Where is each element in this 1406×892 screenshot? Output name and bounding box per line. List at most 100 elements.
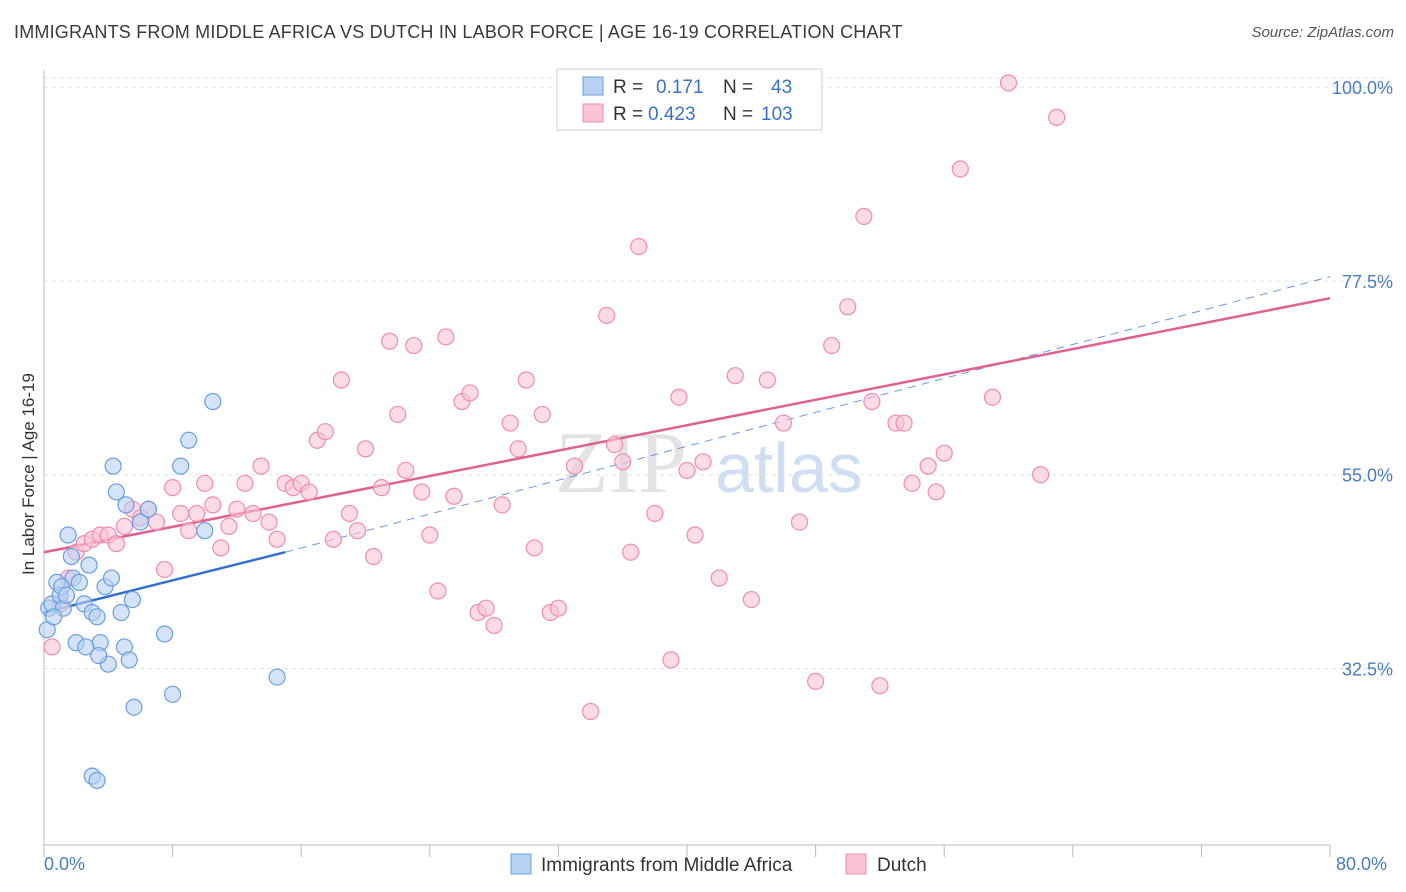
- bottom-legend-label-dutch: Dutch: [877, 855, 927, 876]
- point-dutch: [1048, 108, 1066, 126]
- point-dutch: [348, 522, 367, 540]
- point-dutch: [429, 582, 447, 600]
- point-dutch: [895, 414, 913, 432]
- point-dutch: [823, 336, 841, 355]
- point-dutch: [220, 517, 238, 535]
- y-tick-label: 77.5%: [1342, 272, 1393, 292]
- point-dutch: [115, 517, 133, 535]
- point-middle-africa: [123, 590, 142, 609]
- bottom-legend-swatch-dutch: [845, 853, 867, 875]
- point-dutch: [790, 513, 809, 531]
- point-dutch: [252, 457, 270, 475]
- point-dutch: [316, 423, 334, 441]
- point-dutch: [244, 504, 262, 523]
- bottom-legend-label-middle-africa: Immigrants from Middle Africa: [541, 855, 793, 876]
- point-dutch: [630, 237, 648, 256]
- point-dutch: [565, 457, 584, 475]
- point-dutch: [598, 306, 616, 325]
- point-dutch: [155, 560, 174, 579]
- point-dutch: [421, 526, 439, 544]
- point-dutch: [581, 702, 600, 721]
- point-dutch: [525, 539, 543, 557]
- point-middle-africa: [57, 586, 76, 604]
- point-dutch: [180, 522, 198, 540]
- point-middle-africa: [180, 431, 198, 449]
- watermark-atlas: atlas: [715, 429, 863, 507]
- chart-title: IMMIGRANTS FROM MIDDLE AFRICA VS DUTCH I…: [14, 22, 903, 42]
- point-dutch: [332, 371, 350, 389]
- point-middle-africa: [102, 569, 121, 587]
- point-dutch: [413, 483, 431, 501]
- point-dutch: [493, 496, 511, 514]
- point-dutch: [477, 599, 495, 617]
- point-middle-africa: [88, 771, 106, 790]
- data-points: [38, 74, 1066, 790]
- point-dutch: [903, 474, 921, 492]
- point-dutch: [212, 539, 230, 557]
- point-dutch: [107, 535, 125, 553]
- point-middle-africa: [125, 698, 143, 716]
- point-dutch: [774, 414, 793, 432]
- point-middle-africa: [107, 483, 125, 501]
- point-middle-africa: [70, 573, 88, 591]
- point-middle-africa: [268, 668, 286, 686]
- point-dutch: [670, 388, 688, 406]
- point-dutch: [871, 677, 889, 695]
- point-dutch: [1032, 466, 1050, 484]
- point-dutch: [445, 487, 463, 505]
- point-middle-africa: [59, 526, 77, 544]
- point-dutch: [549, 599, 568, 617]
- legend-n-label-2: N =: [723, 104, 753, 125]
- legend-swatch-dutch: [582, 103, 604, 123]
- point-dutch: [662, 651, 680, 669]
- point-dutch: [204, 496, 222, 514]
- point-dutch: [694, 453, 712, 471]
- point-dutch: [485, 616, 503, 635]
- point-middle-africa: [155, 625, 174, 643]
- point-middle-africa: [131, 513, 150, 531]
- point-dutch: [196, 474, 214, 492]
- y-tick-label: 100.0%: [1332, 78, 1393, 98]
- point-dutch: [188, 504, 206, 523]
- point-dutch: [437, 328, 455, 346]
- point-dutch: [999, 74, 1018, 92]
- point-dutch: [919, 457, 937, 475]
- point-dutch: [300, 483, 318, 501]
- legend-swatch-middle-africa: [582, 76, 604, 96]
- point-dutch: [622, 543, 640, 561]
- point-dutch: [935, 444, 953, 462]
- point-dutch: [260, 513, 278, 531]
- point-middle-africa: [172, 457, 190, 475]
- y-tick-labels: 32.5% 55.0% 77.5% 100.0%: [1332, 78, 1393, 679]
- point-dutch: [927, 483, 945, 501]
- axes: [43, 70, 1331, 857]
- point-dutch: [356, 440, 375, 458]
- point-middle-africa: [117, 496, 135, 514]
- point-middle-africa: [77, 638, 95, 656]
- point-dutch: [501, 414, 519, 432]
- point-dutch: [951, 160, 969, 178]
- point-middle-africa: [204, 392, 222, 411]
- point-dutch: [863, 392, 881, 411]
- point-middle-africa: [104, 457, 122, 475]
- point-dutch: [533, 405, 551, 424]
- point-middle-africa: [62, 547, 80, 566]
- point-middle-africa: [139, 500, 158, 518]
- point-dutch: [983, 388, 1002, 406]
- bottom-legend-swatch-middle-africa: [510, 853, 532, 875]
- legend-r-value-1: 0.171: [656, 77, 704, 98]
- point-dutch: [397, 461, 415, 480]
- point-dutch: [372, 479, 391, 497]
- point-dutch: [381, 332, 399, 350]
- point-dutch: [405, 336, 423, 355]
- top-legend: R = 0.171 N = 43 R = 0.423 N = 103: [556, 68, 823, 131]
- point-dutch: [614, 453, 632, 471]
- point-middle-africa: [88, 608, 106, 626]
- point-middle-africa: [80, 556, 98, 574]
- point-dutch: [268, 530, 286, 548]
- legend-r-label-1: R =: [613, 77, 643, 98]
- point-middle-africa: [112, 603, 130, 622]
- y-axis-label: In Labor Force | Age 16-19: [19, 373, 38, 575]
- point-dutch: [228, 500, 246, 518]
